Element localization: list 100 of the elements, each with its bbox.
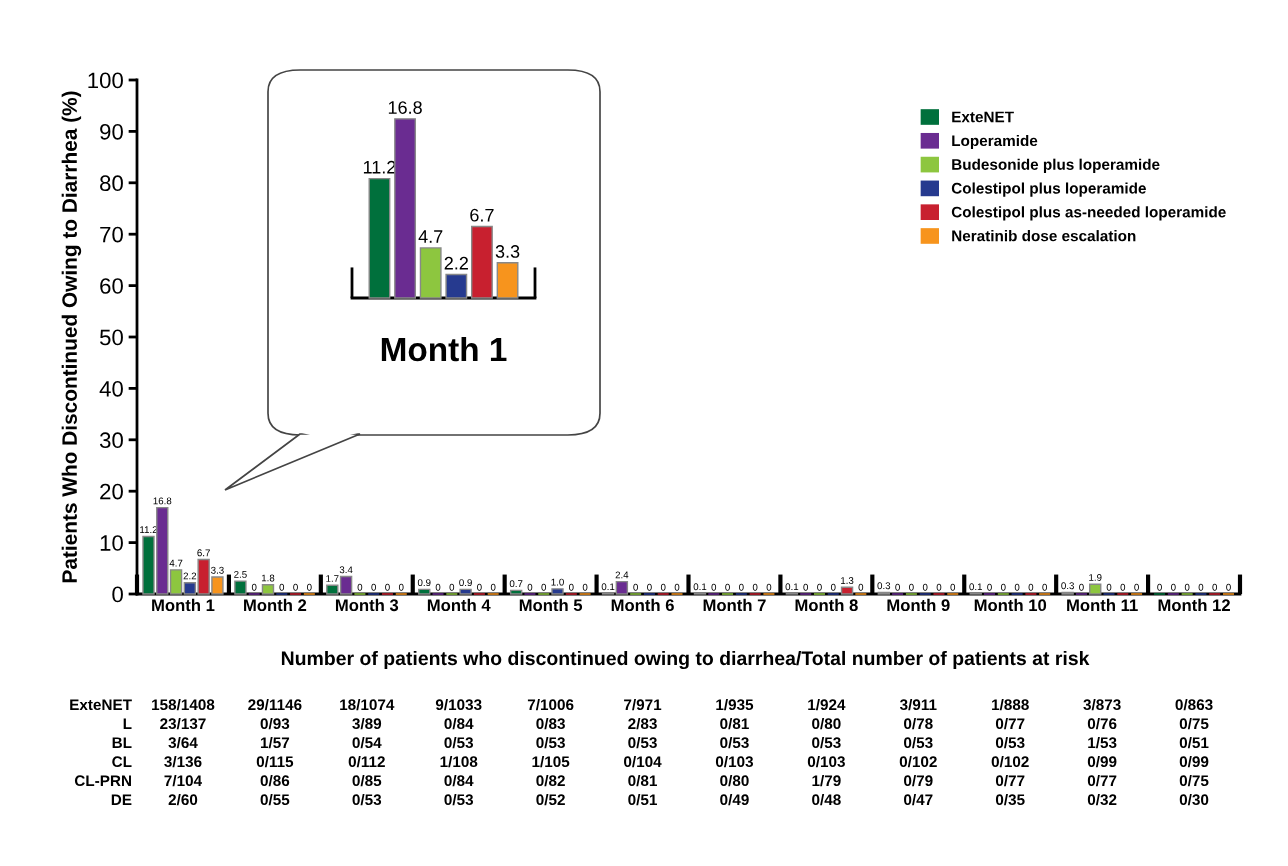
text: 0/54 — [352, 736, 382, 749]
text: 0/51 — [628, 793, 657, 806]
data-label: 3.3 — [495, 245, 520, 258]
text: 3/136 — [164, 755, 202, 768]
data-label: 4.7 — [169, 559, 183, 567]
text: 0/51 — [1179, 736, 1209, 749]
data-label: 0 — [251, 583, 257, 591]
data-label: 0 — [739, 583, 744, 591]
text: 0/863 — [1175, 698, 1213, 711]
text: Number of patients who discontinued owing to diarrhea/Total number of patients at risk — [281, 650, 1090, 670]
data-label: 0 — [1014, 583, 1020, 591]
text: 0/79 — [904, 774, 933, 787]
data-label: 0 — [527, 583, 533, 591]
data-label: 0 — [357, 583, 363, 591]
bar — [445, 273, 468, 299]
y-tick-label: 90 — [100, 123, 123, 140]
text: 158/1408 — [152, 698, 215, 711]
data-label: 16.8 — [388, 101, 422, 114]
data-label: 1.8 — [261, 574, 275, 582]
y-tick-label: 40 — [99, 380, 123, 397]
text: 3/911 — [899, 698, 937, 711]
text: 0/80 — [812, 717, 841, 730]
data-label: 0 — [1157, 583, 1162, 591]
bar — [551, 588, 564, 595]
data-label: 0 — [1120, 583, 1126, 591]
text: 0/83 — [536, 717, 565, 730]
text: 0/93 — [260, 717, 290, 730]
text: 1/888 — [992, 698, 1029, 711]
data-label: 0 — [647, 583, 652, 591]
x-tick-label: Month 7 — [703, 598, 766, 612]
text: 0/84 — [444, 774, 474, 787]
text: 0/78 — [904, 717, 933, 730]
data-label: 0 — [1171, 583, 1176, 591]
x-tick-label: Month 8 — [795, 598, 858, 612]
y-tick-label: 80 — [100, 175, 123, 192]
data-label: 0 — [398, 583, 404, 591]
text: 0/86 — [260, 774, 290, 787]
legend-label: Budesonide plus loperamide — [952, 158, 1160, 173]
bar — [234, 580, 247, 595]
text: 0/103 — [715, 755, 754, 768]
data-label: 0 — [293, 583, 298, 591]
data-label: 6.7 — [470, 208, 494, 222]
data-label: 0 — [987, 583, 992, 591]
data-label: 0 — [279, 583, 285, 591]
data-label: 0.9 — [417, 579, 431, 587]
data-label: 0.3 — [877, 582, 891, 590]
data-label: 11.2 — [363, 160, 396, 174]
text: 0/80 — [720, 774, 749, 787]
x-tick-label: Month 1 — [152, 598, 215, 612]
text: L — [123, 718, 132, 729]
text: 23/137 — [160, 717, 206, 730]
text: 0/49 — [720, 793, 749, 806]
data-label: 0 — [922, 583, 928, 591]
data-label: 0 — [858, 583, 864, 591]
data-label: 2.4 — [615, 571, 629, 579]
x-tick-label: Month 12 — [1158, 598, 1230, 612]
data-label: 0 — [1198, 583, 1204, 591]
text: 0/99 — [1179, 755, 1209, 768]
text: 0/53 — [628, 736, 657, 749]
text: 1/57 — [260, 736, 290, 749]
data-label: 0 — [752, 583, 758, 591]
bar — [840, 586, 854, 595]
data-label: 0 — [371, 583, 377, 591]
data-label: 0 — [568, 583, 574, 591]
bar — [615, 580, 629, 595]
bar — [368, 177, 391, 299]
legend-label: Colestipol plus as-needed loperamide — [951, 206, 1226, 221]
y-tick-label: 30 — [99, 432, 123, 449]
text: 0/81 — [720, 717, 749, 730]
data-label: 0 — [633, 583, 638, 591]
data-label: 0 — [490, 583, 496, 591]
data-label: 2.5 — [234, 570, 247, 578]
data-label: 1.9 — [1089, 574, 1102, 581]
data-label: 1.7 — [326, 575, 339, 582]
text: 0/99 — [1087, 755, 1117, 768]
legend-label: Loperamide — [952, 134, 1038, 150]
data-label: 0 — [817, 583, 822, 591]
y-tick-label: 10 — [100, 535, 123, 551]
data-label: 0 — [936, 583, 942, 591]
text: 3/89 — [352, 717, 382, 730]
data-label: 0 — [711, 583, 717, 591]
x-tick-label: Month 2 — [244, 598, 307, 612]
legend-label: ExteNET — [952, 111, 1014, 123]
data-label: 0.1 — [785, 583, 799, 591]
data-label: 3.4 — [339, 566, 353, 574]
data-label: 0 — [435, 583, 441, 591]
data-label: 0 — [1134, 583, 1139, 591]
text: 0/52 — [536, 793, 565, 806]
text: 1/79 — [812, 774, 841, 787]
bar — [459, 588, 472, 595]
text: 0/84 — [444, 717, 474, 730]
text: 0/102 — [991, 755, 1029, 768]
legend-label: Colestipol plus loperamide — [951, 182, 1146, 197]
y-axis-title: Patients Who Discontinued Owing to Diarrhea (%) — [61, 91, 82, 583]
text: 0/48 — [812, 793, 841, 806]
data-label: 0 — [449, 583, 455, 591]
text: 0/85 — [352, 774, 382, 787]
text: 0/53 — [995, 736, 1025, 749]
bar — [1089, 583, 1102, 595]
data-label: 0 — [1212, 583, 1218, 591]
